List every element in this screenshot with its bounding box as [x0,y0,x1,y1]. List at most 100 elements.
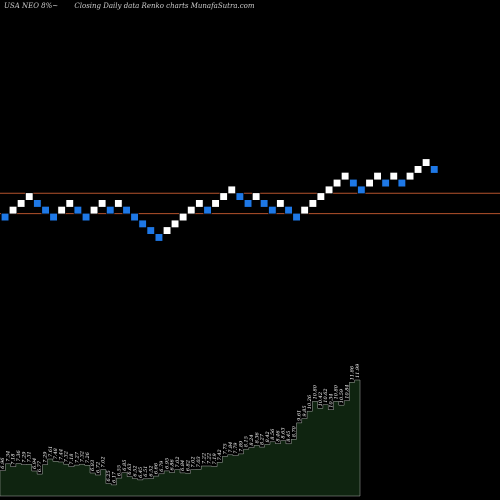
volume-value-label: 7.27 [74,451,80,463]
volume-value-label: 6.52 [148,465,154,476]
renko-brick-up [90,206,99,215]
renko-brick-down [349,179,358,188]
renko-brick-up [324,185,334,194]
volume-value-label: 6.25 [106,470,112,481]
volume-panel: 6.967.34 7.18 7.36 7.29 7.316.94 6.777.297.61… [0,363,361,497]
volume-value-label: 8.15 [244,436,250,447]
volume-value-label: 8.36 [254,431,260,443]
renko-brick-down [138,219,147,228]
volume-value-label: 6.96 [0,457,6,469]
volume-value-label: 7.02 [191,456,197,467]
volume-value-label: 7.02 [101,456,107,467]
volume-value-label: 6.55 [117,465,123,476]
volume-value-label: 6.66 [154,462,160,474]
renko-brick-up [171,219,180,228]
volume-value-label: 6.17 [111,471,117,483]
volume-value-label: 8.70 [291,425,297,437]
volume-value-label: 10.84 [344,384,350,398]
volume-value-label: 7.03 [196,456,202,467]
volume-value-label: 10.34 [328,393,334,407]
renko-brick-down [381,179,390,188]
volume-value-label: 8.27 [260,433,266,445]
volume-value-label: 7.18 [69,454,75,465]
renko-brick-up [57,206,66,215]
renko-brick-down [73,206,82,215]
volume-value-label: 7.48 [53,448,59,459]
volume-value-label: 10.26 [307,394,313,409]
renko-brick-up [17,199,26,208]
renko-brick-down [235,192,244,201]
volume-value-label: 8.45 [286,431,292,442]
volume-value-label: 9.61 [297,410,303,421]
volume-value-label: 10.62 [323,388,329,402]
renko-brick-up [373,172,382,181]
renko-brick-up [195,199,204,208]
chart-header: USA NEO 8%~ Closing Daily data Renko cha… [4,2,255,10]
volume-value-label: 6.86 [170,459,176,471]
volume-value-label: 6.63 [127,463,133,474]
renko-brick-up [300,206,309,215]
renko-brick-down [203,206,212,215]
volume-value-label: 8.46 [275,430,281,442]
renko-brick-up [389,172,398,181]
renko-brick-up [211,199,220,208]
volume-value-label: 7.84 [228,442,234,453]
renko-brick-down [0,213,10,222]
volume-value-label: 7.31 [27,451,33,462]
volume-value-label: 6.79 [159,460,165,472]
volume-value-label: 7.02 [175,456,181,467]
renko-brick-up [365,179,374,188]
volume-value-label: 10.59 [339,388,345,403]
renko-brick-up [187,206,196,215]
volume-value-label: 7.22 [201,453,207,464]
volume-value-label: 8.42 [265,431,271,442]
renko-brick-up [65,199,74,208]
renko-brick-down [146,226,155,235]
volume-value-label: 7.61 [48,446,54,457]
volume-value-label: 6.95 [164,458,170,469]
renko-brick-up [179,213,188,222]
renko-brick-down [41,206,50,215]
volume-value-label: 8.63 [281,427,287,438]
renko-brick-up [25,192,34,201]
renko-brick-down [284,206,293,215]
renko-brick-up [308,199,317,208]
volume-value-label: 11.86 [350,365,356,380]
renko-brick-up [227,185,236,194]
volume-area [0,379,361,497]
volume-value-label: 10.80 [313,384,319,399]
renko-brick-up [252,192,261,201]
renko-brick-up [413,165,423,174]
renko-brick-up [98,199,107,208]
volume-value-label: 7.89 [238,440,244,452]
renko-brick-up [163,226,172,235]
volume-value-label: 7.26 [85,451,91,463]
renko-brick-up [114,199,123,208]
renko-brick-up [341,172,350,181]
renko-brick-down [357,185,366,194]
volume-value-label: 7.75 [223,443,229,454]
renko-brick-up [276,199,285,208]
renko-brick-down [292,213,301,222]
volume-value-label: 6.77 [37,460,43,472]
volume-value-label: 6.94 [32,458,38,469]
volume-value-label: 7.19 [212,453,218,465]
renko-brick-up [422,158,431,167]
renko-brick-down [122,206,131,215]
volume-value-label: 9.85 [302,405,308,416]
renko-brick-up [219,192,228,201]
renko-brick-down [154,233,163,242]
volume-value-label: 6.45 [138,467,144,478]
volume-value-label: 6.84 [180,460,186,471]
volume-value-label: 7.22 [207,453,213,464]
volume-value-label: 7.36 [16,450,22,462]
renko-brick-up [405,172,415,181]
volume-value-label: 7.18 [11,454,17,465]
renko-brick-down [268,206,277,215]
volume-value-label: 10.80 [334,384,340,399]
volume-value-label: 6.51 [143,466,149,477]
volume-value-label: 8.56 [270,428,276,440]
volume-value-label: 6.72 [95,462,101,473]
volume-value-label: 7.44 [58,449,64,460]
